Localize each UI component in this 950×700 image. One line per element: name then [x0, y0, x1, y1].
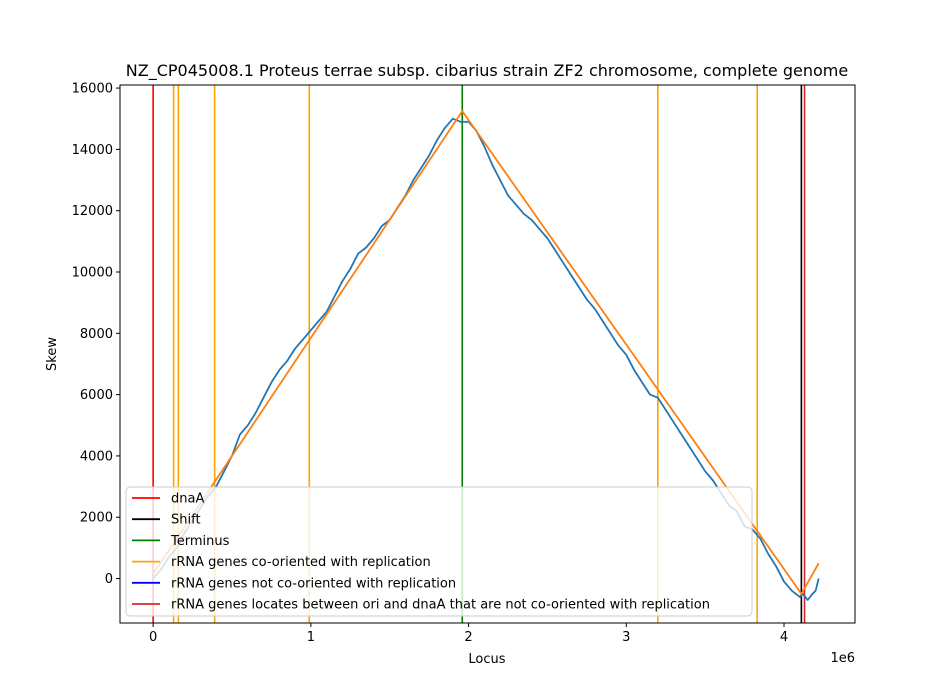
y-tick-label-5: 10000: [72, 265, 113, 280]
x-axis-offset-label: 1e6: [830, 651, 855, 666]
plot-frame: [119, 84, 856, 624]
legend-label-terminus: Terminus: [170, 534, 230, 549]
legend-label-shift: Shift: [171, 513, 201, 528]
legend-label-rrna_co: rRNA genes co-oriented with replication: [171, 555, 431, 570]
legend-box: [125, 486, 753, 617]
y-tick-label-1: 2000: [80, 511, 113, 526]
x-tick-label-4: 4: [780, 630, 788, 645]
legend-label-rrna_between: rRNA genes locates between ori and dnaA …: [171, 598, 710, 613]
x-tick-label-1: 1: [307, 630, 315, 645]
legend-label-dnaA: dnaA: [171, 492, 204, 507]
legend-label-rrna_not_co: rRNA genes not co-oriented with replicat…: [171, 576, 456, 591]
y-tick-label-0: 0: [105, 572, 113, 587]
x-tick-label-2: 2: [464, 630, 472, 645]
y-tick-label-8: 16000: [72, 82, 113, 97]
y-tick-label-4: 8000: [80, 327, 113, 342]
fit-line: [152, 110, 820, 595]
y-tick-label-2: 4000: [80, 449, 113, 464]
y-axis-label: Skew: [45, 337, 60, 371]
legend: dnaA Shift Terminus rRNA genes co-oriented …: [125, 486, 753, 617]
x-axis-label: Locus: [468, 652, 505, 667]
y-tick-label-3: 6000: [80, 388, 113, 403]
x-tick-label-0: 0: [149, 630, 157, 645]
y-tick-label-6: 12000: [72, 204, 113, 219]
x-tick-label-3: 3: [622, 630, 630, 645]
y-axis-ticks: 0 2000 4000 6000 8000 10000 12000 14000 16000: [72, 82, 120, 587]
chart-title: NZ_CP045008.1 Proteus terrae subsp. ciba…: [126, 61, 848, 81]
y-tick-label-7: 14000: [72, 143, 113, 158]
x-axis-ticks: 0 1 2 3 4: [149, 623, 788, 645]
